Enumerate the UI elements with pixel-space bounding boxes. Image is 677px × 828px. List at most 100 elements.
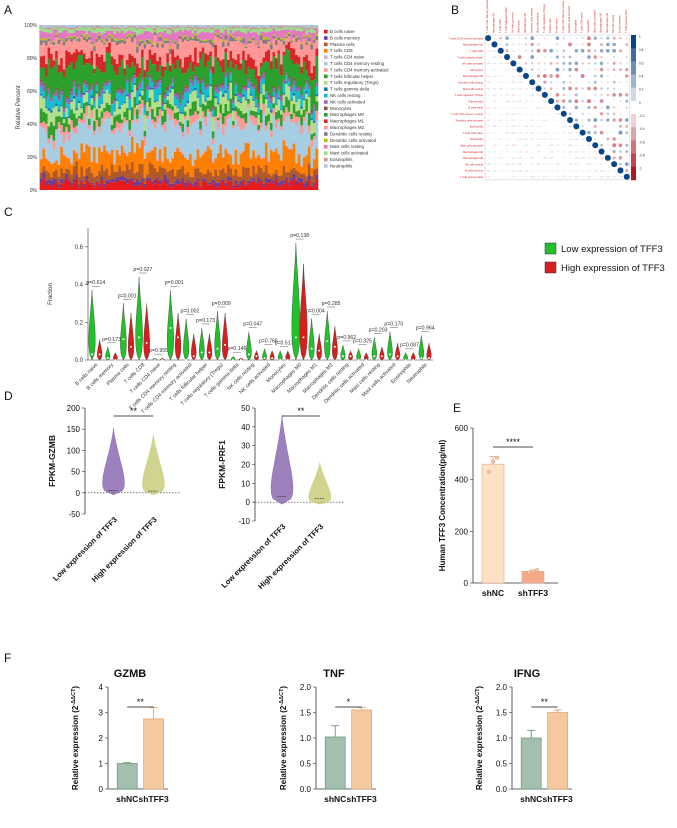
stacked-segment bbox=[217, 25, 220, 26]
stacked-segment bbox=[182, 25, 185, 26]
stacked-segment bbox=[118, 90, 121, 93]
stacked-segment bbox=[194, 182, 197, 186]
stacked-segment bbox=[207, 87, 210, 95]
correlation-circle bbox=[606, 118, 609, 121]
stacked-segment bbox=[242, 90, 245, 95]
stacked-segment bbox=[219, 83, 222, 85]
stacked-segment bbox=[187, 26, 190, 28]
stacked-segment bbox=[273, 25, 276, 26]
correlation-circle bbox=[613, 68, 616, 71]
stacked-segment bbox=[93, 185, 96, 187]
stacked-segment bbox=[134, 34, 137, 37]
stacked-segment bbox=[68, 170, 71, 180]
stacked-segment bbox=[53, 162, 56, 163]
stacked-segment bbox=[91, 42, 94, 44]
correlation-value: 0.01 bbox=[556, 158, 560, 160]
stacked-segment bbox=[224, 26, 227, 29]
correlation-value: 0.20 bbox=[530, 170, 534, 172]
stacked-segment bbox=[232, 164, 235, 175]
stacked-segment bbox=[242, 166, 245, 180]
stacked-segment bbox=[161, 42, 164, 44]
stacked-segment bbox=[136, 77, 139, 87]
stacked-segment bbox=[116, 93, 119, 99]
stacked-segment bbox=[166, 95, 169, 96]
correlation-circle bbox=[512, 50, 514, 52]
stacked-segment bbox=[227, 119, 230, 153]
stacked-segment bbox=[126, 39, 129, 60]
stacked-segment bbox=[63, 30, 66, 40]
correlation-circle bbox=[613, 118, 616, 121]
stacked-segment bbox=[50, 177, 53, 180]
stacked-segment bbox=[113, 71, 116, 98]
stacked-segment bbox=[212, 180, 215, 183]
stacked-segment bbox=[237, 34, 240, 35]
stacked-segment bbox=[212, 163, 215, 177]
stacked-segment bbox=[242, 97, 245, 114]
correlation-value: -0.10 bbox=[517, 177, 521, 179]
stacked-segment bbox=[224, 149, 227, 173]
stacked-segment bbox=[308, 133, 311, 146]
stacked-segment bbox=[280, 109, 283, 110]
stacked-segment bbox=[169, 91, 172, 92]
stacked-segment bbox=[303, 188, 306, 190]
stacked-segment bbox=[108, 105, 111, 113]
stacked-segment bbox=[290, 26, 293, 27]
stacked-segment bbox=[245, 29, 248, 34]
stacked-segment bbox=[106, 151, 109, 168]
stacked-segment bbox=[75, 95, 78, 98]
median-point bbox=[91, 353, 93, 355]
correlation-value: -0.09 bbox=[549, 132, 553, 134]
stacked-segment bbox=[212, 144, 215, 160]
stacked-segment bbox=[187, 41, 190, 57]
stacked-segment bbox=[174, 104, 177, 105]
stacked-segment bbox=[78, 55, 81, 84]
correlation-circle bbox=[607, 94, 610, 97]
stacked-segment bbox=[128, 120, 131, 130]
correlation-value: 0.13 bbox=[499, 164, 503, 166]
stacked-segment bbox=[298, 27, 301, 31]
stacked-segment bbox=[131, 62, 134, 76]
stacked-segment bbox=[113, 103, 116, 111]
correlation-circle bbox=[567, 117, 573, 123]
stacked-segment bbox=[235, 148, 238, 150]
stacked-segment bbox=[149, 77, 152, 79]
stacked-segment bbox=[65, 107, 68, 108]
stacked-segment bbox=[83, 187, 86, 190]
correlation-value: 0.35 bbox=[587, 170, 591, 172]
correlation-circle bbox=[550, 56, 552, 58]
stacked-segment bbox=[280, 115, 283, 127]
legend-label: Eosinophils bbox=[330, 157, 353, 162]
legend-label: Monocytes bbox=[330, 106, 352, 111]
stacked-segment bbox=[260, 123, 263, 129]
correlation-value: 0.44 bbox=[505, 101, 509, 103]
stacked-segment bbox=[255, 112, 258, 118]
column-label: T cells regulatory (Tregs) bbox=[542, 4, 546, 33]
stacked-segment bbox=[116, 171, 119, 177]
stacked-segment bbox=[245, 60, 248, 75]
stacked-segment bbox=[151, 109, 154, 119]
correlation-value: 0.07 bbox=[505, 88, 509, 90]
stacked-segment bbox=[139, 25, 142, 26]
stacked-segment bbox=[300, 182, 303, 190]
stacked-segment bbox=[146, 60, 149, 72]
stacked-segment bbox=[144, 187, 147, 190]
stacked-segment bbox=[80, 35, 83, 37]
stacked-segment bbox=[230, 75, 233, 81]
stacked-segment bbox=[53, 66, 56, 93]
stacked-segment bbox=[78, 118, 81, 121]
stacked-segment bbox=[283, 139, 286, 141]
stacked-segment bbox=[98, 131, 101, 145]
correlation-value: 0.38 bbox=[512, 126, 516, 128]
stacked-segment bbox=[240, 181, 243, 185]
stacked-segment bbox=[156, 28, 159, 34]
stacked-segment bbox=[169, 25, 172, 27]
stacked-segment bbox=[250, 25, 253, 27]
stacked-segment bbox=[149, 79, 152, 88]
median-point bbox=[389, 353, 391, 355]
stacked-segment bbox=[58, 128, 61, 163]
stacked-segment bbox=[252, 181, 255, 190]
significance-label: ** bbox=[130, 406, 138, 416]
stacked-segment bbox=[280, 41, 283, 64]
stacked-segment bbox=[308, 86, 311, 89]
correlation-circle bbox=[525, 37, 527, 39]
